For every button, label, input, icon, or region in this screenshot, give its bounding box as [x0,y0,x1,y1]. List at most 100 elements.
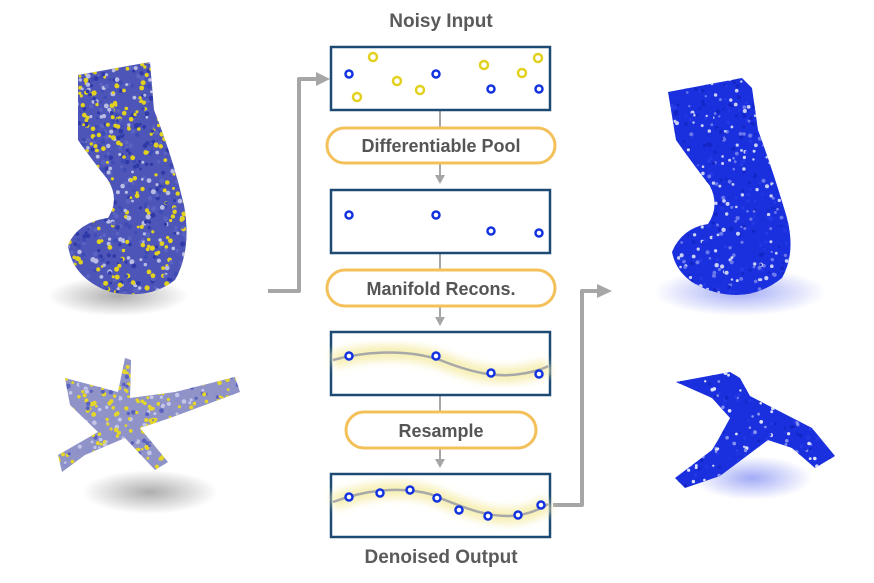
point-sample [149,364,154,368]
point-sample [749,72,751,74]
point-sample [783,253,788,258]
input-arrow [268,72,330,293]
point-sample [93,65,99,70]
point-sample [748,426,752,430]
point-sample [213,368,218,373]
point-sample [62,370,67,375]
point-sample [183,116,187,122]
point-sample [174,93,178,97]
point-sample [71,113,77,119]
point-sample [736,398,740,402]
point-sample [742,170,746,174]
point-sample [74,102,79,106]
point-sample [105,358,111,359]
point-sample [159,205,165,210]
point-sample [787,394,791,397]
point-sample [758,243,763,248]
point-sample [212,466,216,470]
point-sample [77,249,82,255]
point-sample [80,103,86,108]
point-sample [148,78,152,82]
point-sample [668,181,670,185]
point-sample [215,445,219,450]
point-sample [68,368,73,373]
point-sample [677,201,681,205]
point-sample [127,123,131,127]
point-sample [783,218,787,222]
point-sample [117,417,122,422]
point-sample [770,422,773,426]
point-sample [711,161,716,165]
point-sample [708,186,712,190]
point-sample [182,139,186,143]
point-sample [163,87,168,92]
point-sample [670,205,673,209]
point-sample [668,265,669,269]
point-sample [78,182,84,187]
point-sample [223,406,227,410]
point-sample [79,460,84,465]
point-sample [214,362,219,367]
point-sample [233,406,237,410]
point-sample [671,369,674,372]
point-sample [59,177,62,180]
point-sample [163,216,169,222]
point-sample [67,438,72,444]
point-sample [712,270,717,275]
point-sample [151,230,155,234]
point-sample [132,69,136,73]
point-sample [189,448,194,453]
point-sample [99,82,104,87]
point-sample [706,391,711,396]
point-sample [683,484,687,488]
point-sample [742,167,746,171]
point-sample [754,86,758,91]
point-sample [791,139,795,143]
point-sample [83,77,89,83]
point-sample [797,394,801,398]
point-sample [179,360,183,364]
point-sample [179,261,183,265]
point-sample [78,78,83,82]
point-sample [74,56,79,61]
point-sample [659,151,662,154]
point-sample [765,451,768,454]
point-sample [185,163,187,167]
point-sample [119,441,124,446]
point-sample [677,181,682,186]
point-sample [116,401,120,405]
point-sample [668,222,670,226]
point-sample [99,115,104,119]
point-sample [794,401,799,406]
point-sample [661,164,664,167]
point-sample [787,143,791,147]
point-sample [722,199,726,203]
point-sample [58,458,61,463]
point-sample [182,262,186,266]
point-sample [672,243,677,248]
point-sample [95,65,99,69]
point-sample [767,438,771,442]
point-sample [159,369,164,375]
point-sample [761,193,764,196]
point-sample [742,380,747,385]
point-sample [225,395,230,399]
point-sample [813,456,817,461]
point-sample [720,420,723,423]
point-sample [68,159,71,163]
point-sample [803,377,807,381]
point-sample [103,75,107,79]
point-sample [58,471,62,472]
point-sample [738,454,742,459]
surface-point [431,69,441,79]
point-sample [76,238,80,242]
point-sample [147,360,151,364]
point-sample [89,389,93,393]
point-sample [210,450,214,454]
point-sample [100,210,106,216]
point-sample [698,258,703,263]
point-sample [758,112,762,116]
point-sample [185,56,188,59]
point-sample [79,382,83,387]
point-sample [764,240,768,245]
